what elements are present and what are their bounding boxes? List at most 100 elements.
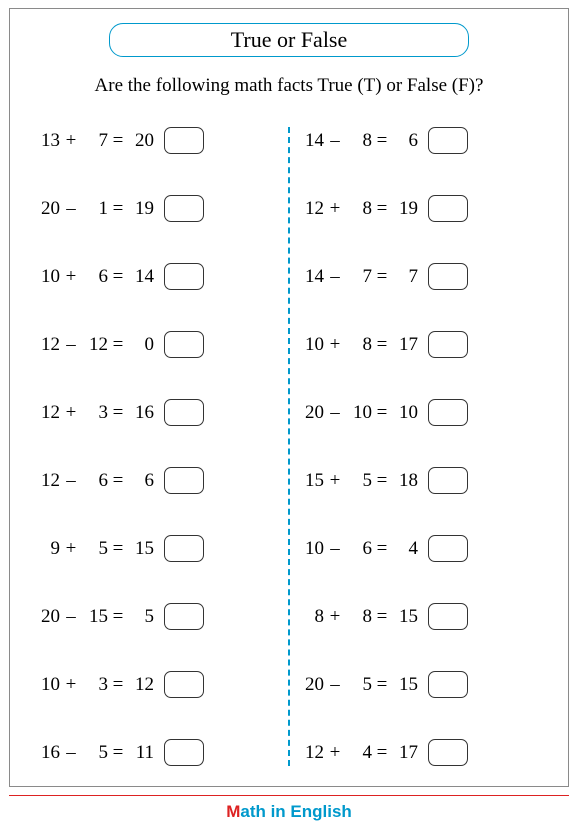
operator: + — [324, 470, 346, 492]
answer-input[interactable] — [428, 739, 468, 766]
answer-input[interactable] — [428, 195, 468, 222]
operand-a: 10 — [34, 266, 60, 288]
equals-sign: = — [108, 198, 128, 220]
operand-a: 14 — [298, 266, 324, 288]
operand-b: 3 — [82, 402, 108, 424]
equals-sign: = — [372, 538, 392, 560]
answer-input[interactable] — [164, 263, 204, 290]
result: 19 — [128, 198, 154, 220]
result: 20 — [128, 130, 154, 152]
result: 10 — [392, 402, 418, 424]
result: 6 — [392, 130, 418, 152]
footer-m: M — [226, 802, 240, 821]
operand-a: 10 — [298, 334, 324, 356]
result: 0 — [128, 334, 154, 356]
equals-sign: = — [108, 266, 128, 288]
answer-input[interactable] — [164, 739, 204, 766]
operand-a: 14 — [298, 130, 324, 152]
result: 15 — [392, 674, 418, 696]
problem-row: 10+3=12 — [34, 671, 280, 698]
result: 18 — [392, 470, 418, 492]
operator: + — [324, 742, 346, 764]
operand-a: 12 — [34, 402, 60, 424]
operator: + — [60, 402, 82, 424]
problem-row: 20–10=10 — [298, 399, 544, 426]
answer-input[interactable] — [428, 263, 468, 290]
answer-input[interactable] — [164, 331, 204, 358]
problem-row: 14–8=6 — [298, 127, 544, 154]
equals-sign: = — [108, 674, 128, 696]
operator: + — [60, 674, 82, 696]
answer-input[interactable] — [164, 195, 204, 222]
answer-input[interactable] — [428, 467, 468, 494]
worksheet-title: True or False — [109, 23, 469, 57]
answer-input[interactable] — [428, 127, 468, 154]
operand-b: 10 — [346, 402, 372, 424]
problem-row: 20–15=5 — [34, 603, 280, 630]
operator: + — [60, 538, 82, 560]
result: 4 — [392, 538, 418, 560]
operator: – — [324, 674, 346, 696]
equals-sign: = — [372, 130, 392, 152]
problem-row: 10+8=17 — [298, 331, 544, 358]
problem-row: 20–1=19 — [34, 195, 280, 222]
answer-input[interactable] — [164, 467, 204, 494]
answer-input[interactable] — [164, 127, 204, 154]
operand-a: 12 — [298, 198, 324, 220]
left-column: 13+7=2020–1=1910+6=1412–12=012+3=1612–6=… — [28, 127, 286, 766]
problem-columns: 13+7=2020–1=1910+6=1412–12=012+3=1612–6=… — [28, 127, 550, 766]
operand-a: 8 — [298, 606, 324, 628]
answer-input[interactable] — [428, 603, 468, 630]
problem-row: 12+8=19 — [298, 195, 544, 222]
operand-b: 6 — [82, 266, 108, 288]
equals-sign: = — [372, 334, 392, 356]
problem-row: 16–5=11 — [34, 739, 280, 766]
operand-b: 7 — [346, 266, 372, 288]
equals-sign: = — [108, 470, 128, 492]
problem-row: 13+7=20 — [34, 127, 280, 154]
answer-input[interactable] — [428, 331, 468, 358]
answer-input[interactable] — [164, 671, 204, 698]
operator: – — [324, 266, 346, 288]
operand-a: 15 — [298, 470, 324, 492]
result: 19 — [392, 198, 418, 220]
operand-b: 8 — [346, 334, 372, 356]
operand-a: 12 — [298, 742, 324, 764]
column-divider — [288, 127, 290, 766]
equals-sign: = — [372, 402, 392, 424]
operator: – — [60, 198, 82, 220]
answer-input[interactable] — [428, 399, 468, 426]
answer-input[interactable] — [164, 535, 204, 562]
operator: – — [60, 742, 82, 764]
equals-sign: = — [108, 606, 128, 628]
problem-row: 14–7=7 — [298, 263, 544, 290]
equals-sign: = — [372, 470, 392, 492]
equals-sign: = — [372, 742, 392, 764]
operand-a: 13 — [34, 130, 60, 152]
operator: + — [60, 130, 82, 152]
equals-sign: = — [108, 402, 128, 424]
operand-b: 8 — [346, 130, 372, 152]
result: 7 — [392, 266, 418, 288]
answer-input[interactable] — [164, 399, 204, 426]
answer-input[interactable] — [164, 603, 204, 630]
result: 16 — [128, 402, 154, 424]
operand-b: 8 — [346, 198, 372, 220]
operand-b: 6 — [82, 470, 108, 492]
operand-b: 5 — [346, 674, 372, 696]
problem-row: 12+4=17 — [298, 739, 544, 766]
answer-input[interactable] — [428, 671, 468, 698]
equals-sign: = — [372, 674, 392, 696]
result: 17 — [392, 334, 418, 356]
result: 6 — [128, 470, 154, 492]
problem-row: 12–12=0 — [34, 331, 280, 358]
operand-a: 12 — [34, 470, 60, 492]
problem-row: 10–6=4 — [298, 535, 544, 562]
operand-b: 3 — [82, 674, 108, 696]
answer-input[interactable] — [428, 535, 468, 562]
operand-b: 5 — [346, 470, 372, 492]
equals-sign: = — [108, 130, 128, 152]
operand-b: 4 — [346, 742, 372, 764]
footer-brand: Math in English — [9, 802, 569, 822]
operand-b: 7 — [82, 130, 108, 152]
